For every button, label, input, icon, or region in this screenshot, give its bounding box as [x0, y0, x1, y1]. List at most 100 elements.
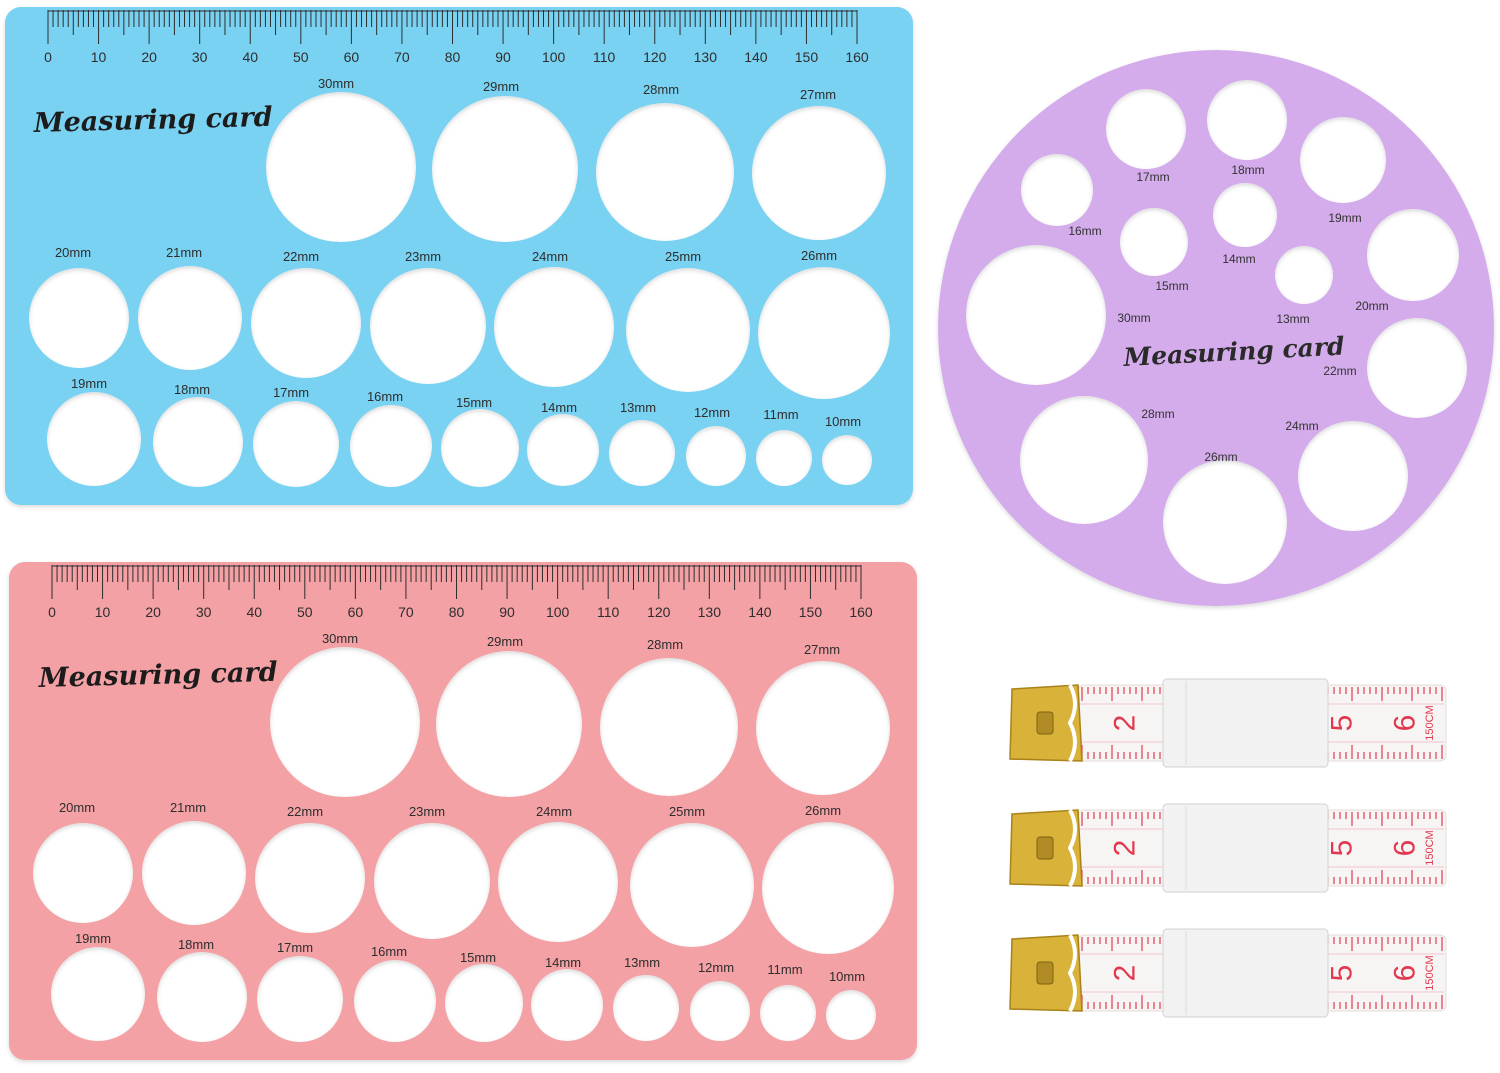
tape-clip-edge: [1067, 684, 1077, 762]
hole-size-label: 22mm: [287, 804, 323, 819]
tape-number: 2: [1109, 840, 1142, 857]
ruler-tick-label: 40: [242, 49, 258, 65]
round-hole-size-label: 24mm: [1285, 419, 1318, 433]
ruler-tick-label: 130: [698, 604, 722, 620]
round-hole-size-label: 30mm: [1117, 311, 1150, 325]
hole-size-label: 19mm: [71, 376, 107, 391]
hole-size-label: 20mm: [59, 800, 95, 815]
hole-size-label: 26mm: [801, 248, 837, 263]
tape-number: 6: [1389, 840, 1422, 857]
hole-size-label: 18mm: [178, 937, 214, 952]
ruler-tick-label: 100: [542, 49, 566, 65]
tape-number: 2: [1109, 965, 1142, 982]
ruler-tick-label: 10: [91, 49, 107, 65]
tape-measure-roll: 2 5 6 150CM: [1009, 928, 1447, 1018]
round-hole-size-label: 20mm: [1355, 299, 1388, 313]
hole-size-label: 15mm: [460, 950, 496, 965]
hole-size-label: 10mm: [825, 414, 861, 429]
pink-card-body: [9, 562, 917, 1060]
hole-size-label: 14mm: [541, 400, 577, 415]
hole-size-label: 23mm: [409, 804, 445, 819]
hole-size-label: 19mm: [75, 931, 111, 946]
ruler-tick-label: 110: [597, 604, 620, 620]
hole-size-label: 24mm: [532, 249, 568, 264]
hole-size-label: 20mm: [55, 245, 91, 260]
hole-size-label: 24mm: [536, 804, 572, 819]
pink-card-size-labels: 30mm 29mm 28mm 27mm 20mm 21mm 22mm 23mm 24mm 25mm…: [59, 631, 865, 984]
hole-size-label: 18mm: [174, 382, 210, 397]
round-measuring-card: Measuring card 17mm 18mm19mm16mm14mm15mm2…: [938, 50, 1494, 606]
ruler-tick-label: 70: [394, 49, 410, 65]
hole-size-label: 28mm: [643, 82, 679, 97]
tape-length-label: 150CM: [1424, 705, 1436, 740]
tape-clip-edge: [1067, 934, 1077, 1012]
ruler-tick-label: 0: [44, 49, 52, 65]
ruler-tick-label: 10: [95, 604, 111, 620]
hole-size-label: 27mm: [800, 87, 836, 102]
ruler-tick-label: 140: [748, 604, 772, 620]
ruler-tick-label: 140: [744, 49, 768, 65]
ruler-tick-label: 160: [849, 604, 873, 620]
tape-number: 5: [1326, 840, 1359, 857]
ruler-tick-label: 150: [799, 604, 823, 620]
ruler-tick-label: 0: [48, 604, 56, 620]
tape-clip-rivet: [1036, 836, 1054, 860]
tape-number: 6: [1389, 715, 1422, 732]
tape-number: 5: [1326, 715, 1359, 732]
tape-number: 6: [1389, 965, 1422, 982]
ruler-tick-label: 40: [246, 604, 262, 620]
hole-size-label: 13mm: [624, 955, 660, 970]
blue-card-title: Measuring card: [32, 102, 273, 139]
hole-size-label: 12mm: [694, 405, 730, 420]
tape-clip-rivet: [1036, 961, 1054, 985]
round-hole-size-label: 26mm: [1204, 450, 1237, 464]
round-hole-size-label: 15mm: [1155, 279, 1188, 293]
ruler-tick-label: 70: [398, 604, 414, 620]
hole-size-label: 10mm: [829, 969, 865, 984]
ruler-tick-label: 150: [795, 49, 819, 65]
round-card-size-labels: 17mm 18mm 19mm 16mm 14mm 15mm 20mm 30mm 13mm 22mm…: [1068, 163, 1388, 464]
hole-size-label: 29mm: [483, 79, 519, 94]
blue-card-size-labels: 30mm 29mm 28mm 27mm 20mm 21mm 22mm 23mm 24mm 25mm…: [55, 76, 861, 429]
tape-band: [1162, 678, 1329, 768]
hole-size-label: 30mm: [322, 631, 358, 646]
tape-band: [1162, 928, 1329, 1018]
tape-length-label: 150CM: [1424, 830, 1436, 865]
ruler-tick-label: 160: [845, 49, 869, 65]
pink-card-title: Measuring card: [37, 657, 278, 694]
pink-measuring-card: 0 10 20 30 40 50 60 70 80 90 100 110 120 130 140 150 160…: [9, 562, 917, 1060]
round-card-body: [938, 50, 1494, 606]
blue-card-body: [5, 7, 913, 505]
round-hole-size-label: 14mm: [1222, 252, 1255, 266]
ruler-tick-label: 80: [449, 604, 465, 620]
hole-size-label: 17mm: [273, 385, 309, 400]
round-hole-size-label: 18mm: [1231, 163, 1264, 177]
hole-size-label: 15mm: [456, 395, 492, 410]
tape-number: 5: [1326, 965, 1359, 982]
tape-measure-roll: 2 5 6 150CM: [1009, 678, 1447, 768]
ruler-tick-label: 30: [196, 604, 212, 620]
blue-card-ruler: 0 10 20 30 40 50 60 70 80 90 100 110 120 130 140 150 160: [44, 10, 869, 65]
ruler-tick-label: 120: [647, 604, 671, 620]
round-hole-size-label: 28mm: [1141, 407, 1174, 421]
hole-size-label: 12mm: [698, 960, 734, 975]
hole-size-label: 11mm: [767, 962, 802, 977]
ruler-tick-label: 60: [344, 49, 360, 65]
tape-measure-roll: 2 5 6 150CM: [1009, 803, 1447, 893]
hole-size-label: 21mm: [170, 800, 206, 815]
round-hole-size-label: 17mm: [1136, 170, 1169, 184]
round-hole-size-label: 13mm: [1276, 312, 1309, 326]
ruler-tick-label: 20: [145, 604, 161, 620]
hole-size-label: 17mm: [277, 940, 313, 955]
pink-card-ruler: 0 10 20 30 40 50 60 70 80 90 100 110 120 130 140 150 160: [48, 565, 873, 620]
ruler-tick-label: 50: [297, 604, 313, 620]
ruler-tick-label: 100: [546, 604, 570, 620]
hole-size-label: 30mm: [318, 76, 354, 91]
hole-size-label: 25mm: [665, 249, 701, 264]
tape-clip-rivet: [1036, 711, 1054, 735]
hole-size-label: 11mm: [763, 407, 798, 422]
ruler-tick-label: 60: [348, 604, 364, 620]
round-hole-size-label: 19mm: [1328, 211, 1361, 225]
